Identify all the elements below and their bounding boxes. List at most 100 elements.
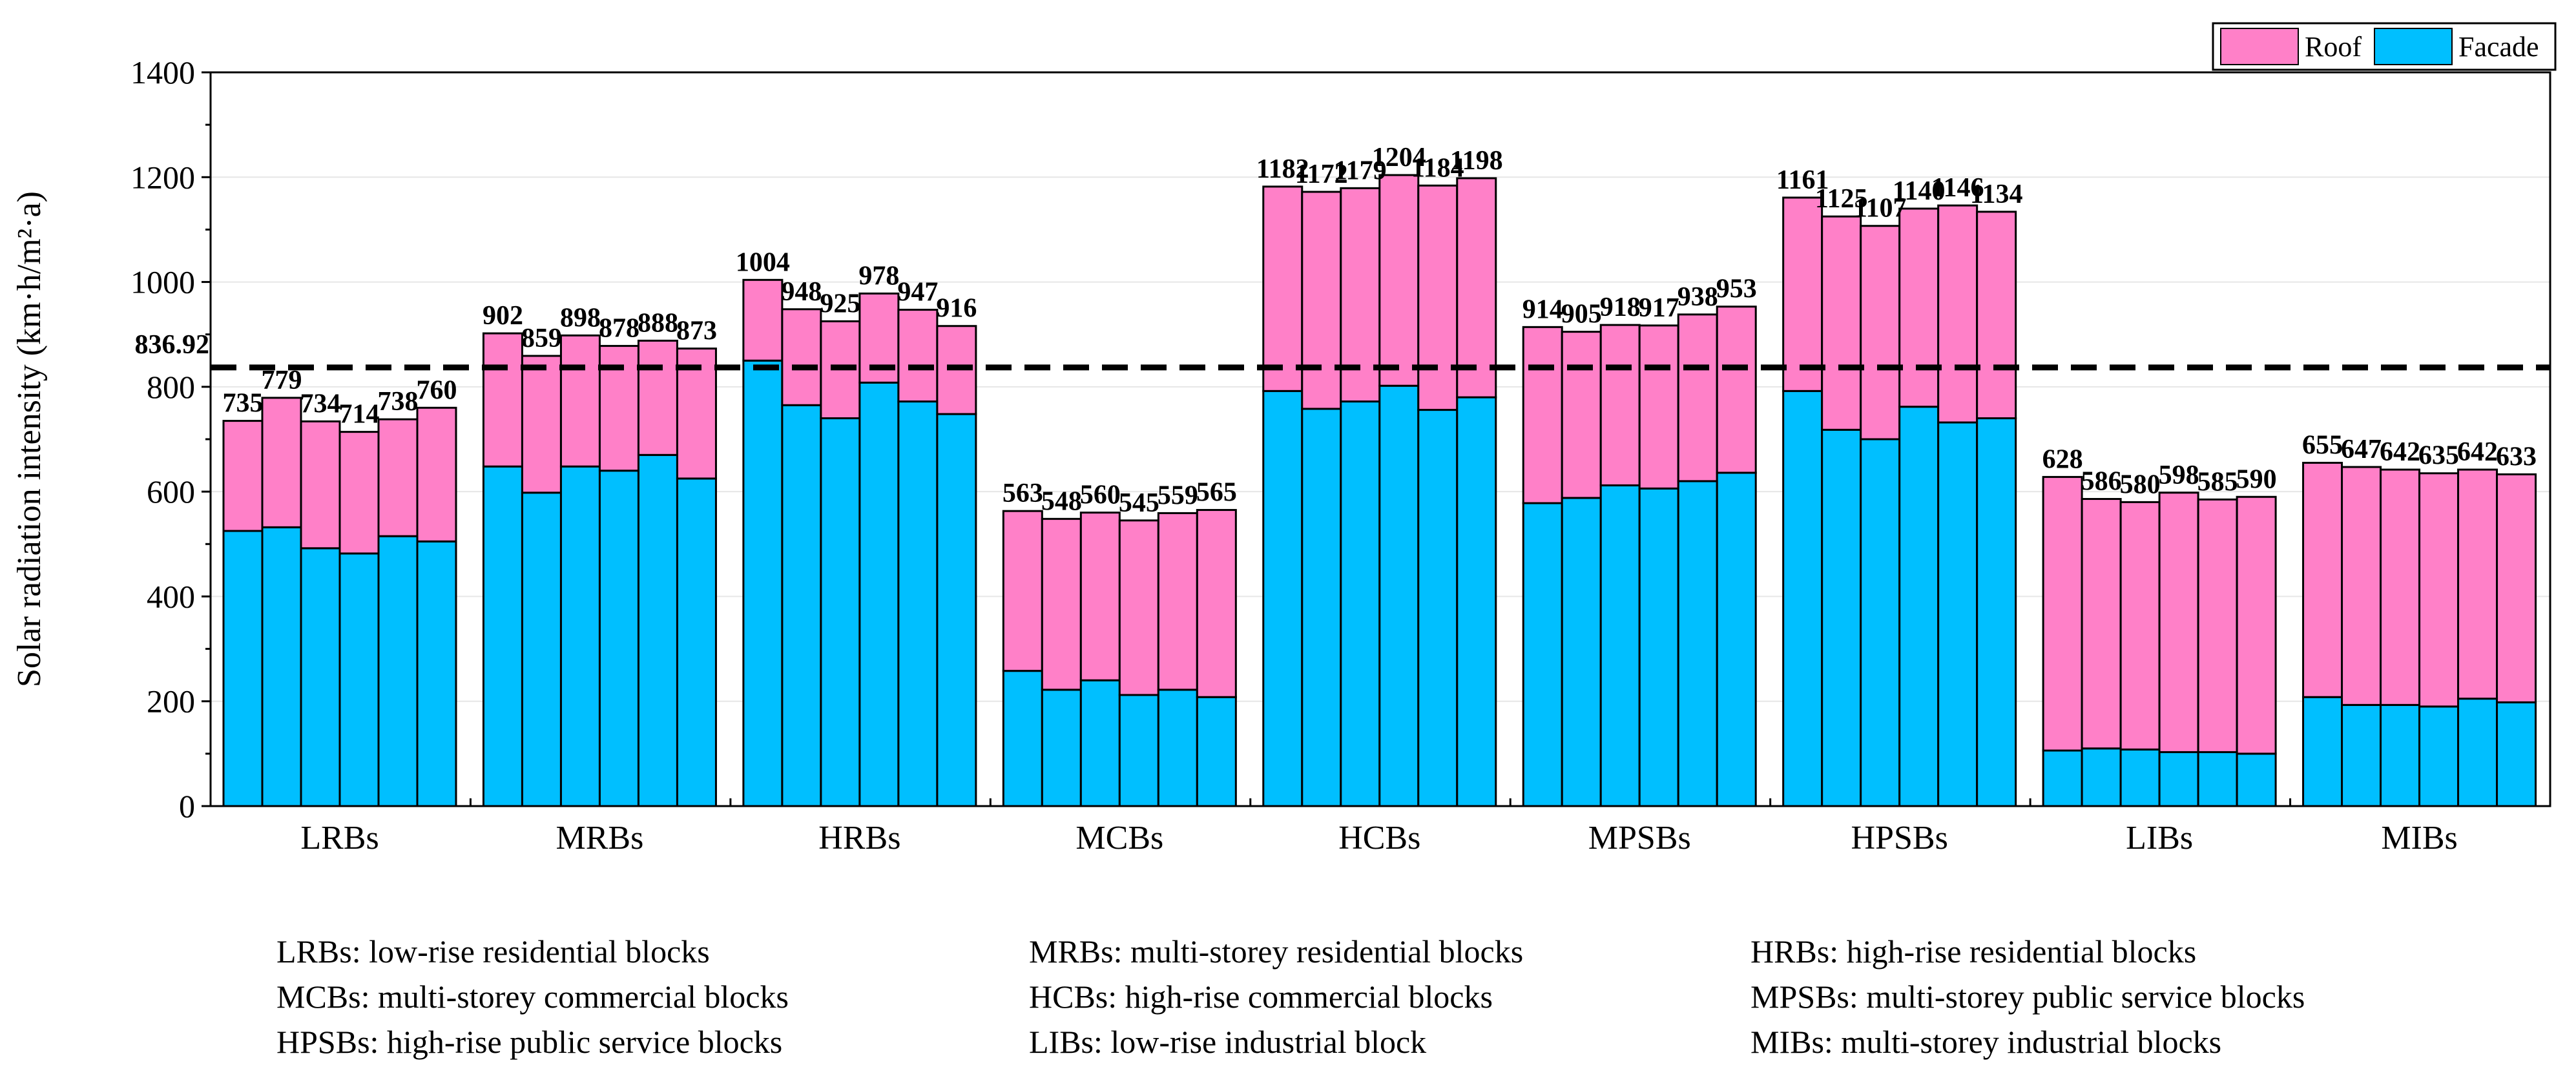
data-label: 888 [638, 308, 678, 338]
legend-swatch-roof [2220, 28, 2299, 65]
data-label: 873 [676, 316, 717, 346]
data-label: 545 [1119, 488, 1159, 518]
bar-roof [1301, 191, 1342, 410]
bar-facade [676, 477, 717, 807]
bar-facade [2418, 705, 2460, 807]
bar-facade [820, 417, 861, 807]
data-label: 642 [2380, 437, 2420, 467]
data-label: 647 [2341, 435, 2382, 464]
note-mrbs: MRBs: multi-storey residential blocks [1029, 933, 1524, 970]
note-hpsbs: HPSBs: high-rise public service blocks [276, 1024, 783, 1060]
bar-facade [2496, 701, 2537, 807]
x-category-label: MCBs [1075, 820, 1163, 856]
bar-roof [1561, 331, 1602, 499]
data-label: 1179 [1334, 156, 1387, 185]
bar-roof [1677, 313, 1718, 482]
bar-facade [1898, 406, 1940, 807]
data-label: 905 [1561, 300, 1602, 329]
bar-roof [1898, 207, 1940, 408]
bar-facade [559, 465, 601, 807]
data-label: 779 [262, 366, 302, 395]
bar-roof [261, 397, 302, 528]
bar-facade [2119, 748, 2161, 807]
bar-roof [1716, 306, 1757, 474]
bar-facade [1599, 484, 1641, 807]
data-label: 948 [781, 277, 822, 307]
data-label: 1182 [1256, 154, 1309, 184]
axes-layer: 0 200 400 600 800 1000 1200 1400 LRBs MRBs HRBs MCB… [130, 54, 2458, 856]
bar-roof [1782, 196, 1823, 392]
bar-facade [2341, 703, 2382, 807]
legend: Roof Facade [2212, 22, 2557, 71]
note-lrbs: LRBs: low-rise residential blocks [276, 933, 710, 970]
bar-facade [2302, 696, 2343, 807]
data-label: 586 [2081, 467, 2122, 497]
data-label: 642 [2457, 437, 2498, 467]
bar-roof [1638, 324, 1679, 490]
bar-roof [2457, 468, 2498, 700]
x-category-label: MPSBs [1588, 820, 1691, 856]
bar-facade [2042, 749, 2083, 807]
data-label: 735 [223, 389, 264, 419]
abbreviation-notes: LRBs: low-rise residential blocks MRBs: … [276, 930, 2473, 1063]
bar-facade [416, 540, 457, 807]
data-label: 548 [1041, 486, 1082, 516]
bar-facade [261, 526, 302, 807]
data-label: 590 [2236, 464, 2277, 494]
bar-facade [1860, 438, 1901, 807]
bar-roof [521, 355, 562, 494]
bar-roof [637, 339, 678, 456]
bar-facade [1301, 408, 1342, 807]
data-label: 898 [560, 303, 601, 333]
data-label: 1198 [1450, 146, 1503, 176]
data-label: 598 [2159, 461, 2199, 490]
y-tick-label: 800 [147, 369, 195, 405]
bar-facade [1456, 396, 1497, 807]
bar-roof [2496, 473, 2537, 703]
bar-roof [1456, 177, 1497, 399]
data-label: 902 [483, 301, 523, 331]
y-tick-label: 400 [147, 578, 195, 614]
data-label: 1184 [1411, 153, 1464, 183]
y-tick-label: 200 [147, 683, 195, 720]
bar-roof [2302, 462, 2343, 698]
data-label: 917 [1639, 293, 1679, 323]
bar-roof [338, 431, 380, 555]
data-label: 559 [1158, 481, 1198, 510]
bar-facade [858, 381, 900, 807]
data-label: 1134 [1970, 180, 2023, 209]
y-axis-title: Solar radiation intensity (km·h/m²·a) [11, 191, 48, 687]
bar-roof [222, 420, 264, 532]
bar-roof [559, 334, 601, 468]
bar-roof [1196, 509, 1237, 698]
data-label: 953 [1716, 275, 1757, 304]
legend-label-roof: Roof [2305, 31, 2362, 63]
bar-facade [1638, 487, 1679, 807]
bar-roof [416, 406, 457, 543]
bar-roof [2418, 472, 2460, 708]
bar-roof [1522, 326, 1563, 504]
bar-facade [1002, 670, 1043, 807]
data-label: 878 [599, 314, 639, 344]
data-label: 633 [2496, 442, 2537, 472]
bar-facade [2236, 752, 2277, 807]
bar-facade [1937, 421, 1979, 807]
bar-roof [300, 420, 341, 550]
bar-roof [1041, 517, 1082, 691]
y-tick-label: 0 [179, 788, 195, 824]
bar-facade [1079, 679, 1121, 807]
data-label: 1204 [1372, 143, 1426, 172]
data-label: 655 [2302, 431, 2343, 461]
bar-facade [1157, 689, 1198, 807]
data-label: 914 [1522, 295, 1563, 324]
bar-facade [521, 492, 562, 807]
note-hcbs: HCBs: high-rise commercial blocks [1029, 979, 1493, 1015]
bar-facade [1262, 389, 1304, 807]
bar-facade [1378, 384, 1420, 807]
data-label: 760 [417, 375, 457, 405]
bar-roof [1262, 185, 1304, 392]
bar-roof [1417, 184, 1459, 411]
data-label: 916 [936, 294, 977, 324]
note-mcbs: MCBs: multi-storey commercial blocks [276, 979, 789, 1015]
bar-facade [781, 404, 822, 807]
